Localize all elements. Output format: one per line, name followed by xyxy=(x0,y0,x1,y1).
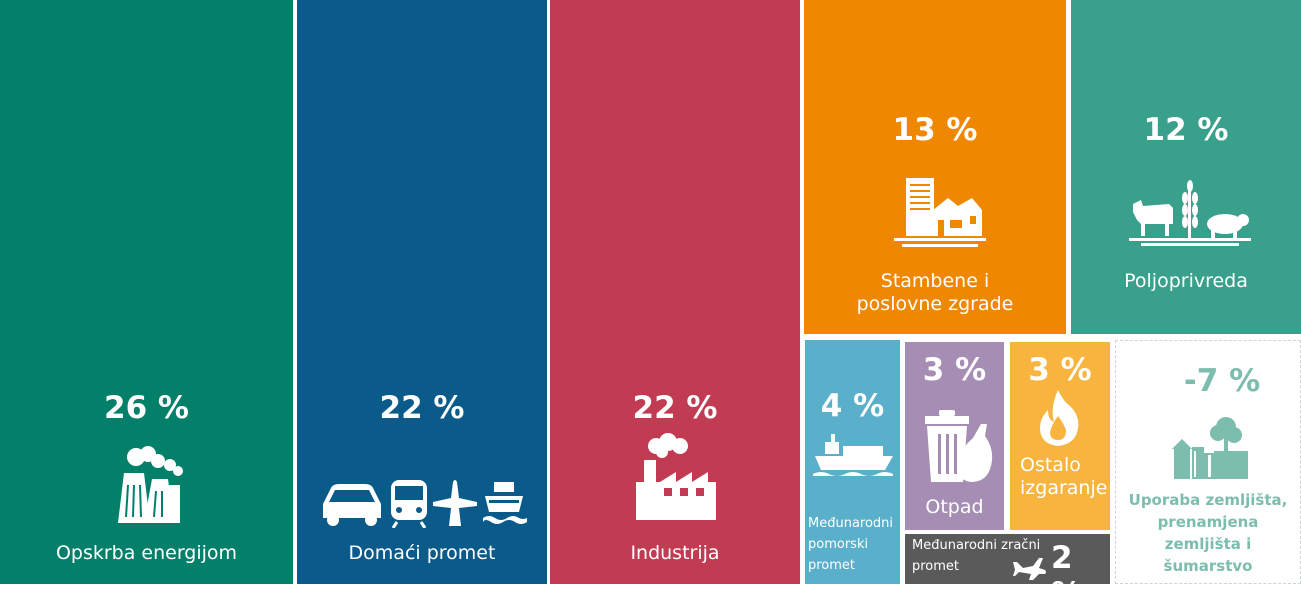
transport-label: Domaći promet xyxy=(348,542,496,564)
buildings-label-line-1: Stambene i xyxy=(880,270,990,292)
buildings-icon xyxy=(894,178,986,247)
buildings-percent: 13 % xyxy=(892,112,978,148)
transport-icons xyxy=(323,480,527,528)
agriculture-label: Poljoprivreda xyxy=(1124,270,1248,292)
energy-label: Opskrba energijom xyxy=(55,542,238,564)
combustion-label-line-2: izgaranje xyxy=(1020,477,1108,499)
landuse-label-line-3: zemljišta i xyxy=(1164,535,1252,553)
industry-percent: 22 % xyxy=(632,390,718,426)
buildings-label: Stambene i poslovne zgrade xyxy=(804,270,1066,316)
factory-icon xyxy=(636,433,716,520)
tile-buildings: 13 % Stambene i poslovne zgrade xyxy=(804,0,1066,334)
ship-icon xyxy=(813,434,893,476)
tile-agriculture: 12 % Poljoprivreda xyxy=(1071,0,1301,334)
tile-transport: 22 % Domaći promet xyxy=(297,0,547,584)
maritime-label-line-3: promet xyxy=(808,558,856,573)
tile-combustion: 3 % Ostalo izgaranje xyxy=(1010,342,1110,530)
maritime-label: Međunarodni pomorski promet xyxy=(808,513,893,576)
tile-industry: 22 % Industrija xyxy=(550,0,800,584)
landuse-label-line-2: prenamjena xyxy=(1157,513,1259,531)
power-plant-icon xyxy=(118,446,183,523)
tile-energy: 26 % Opskrba energijom xyxy=(0,0,293,584)
maritime-percent: 4 % xyxy=(820,388,885,424)
tile-aviation: Međunarodni zračni promet 2 % xyxy=(905,534,1110,612)
combustion-label-line-1: Ostalo xyxy=(1020,454,1081,476)
waste-label: Otpad xyxy=(925,496,984,518)
combustion-percent: 3 % xyxy=(1028,352,1092,388)
airplane-icon xyxy=(1013,558,1046,580)
farm-animals-icon xyxy=(1129,180,1251,246)
combustion-label: Ostalo izgaranje xyxy=(1020,454,1107,500)
waste-percent: 3 % xyxy=(922,352,987,388)
aviation-label-line-2: promet xyxy=(912,559,960,574)
tile-landuse: -7 % Uporaba zemljišta, prenamjena zemlj… xyxy=(1115,340,1301,584)
waste-bin-icon xyxy=(925,410,993,482)
transport-percent: 22 % xyxy=(379,390,465,426)
aviation-label-line-1: Međunarodni zračni xyxy=(912,538,1041,553)
buildings-label-line-2: poslovne zgrade xyxy=(856,293,1014,315)
energy-percent: 26 % xyxy=(104,390,189,426)
flame-icon xyxy=(1040,390,1079,446)
tile-waste: 3 % Otpad xyxy=(905,342,1004,530)
land-use-icon xyxy=(1172,417,1248,479)
landuse-percent: -7 % xyxy=(1183,363,1261,399)
aviation-label: Međunarodni zračni promet xyxy=(912,535,1040,577)
landuse-label: Uporaba zemljišta, prenamjena zemljišta … xyxy=(1116,489,1300,577)
agriculture-percent: 12 % xyxy=(1143,112,1229,148)
industry-label: Industrija xyxy=(630,542,720,564)
aviation-percent: 2 % xyxy=(1051,540,1083,612)
tile-maritime: 4 % Međunarodni pomorski promet xyxy=(805,340,900,584)
landuse-label-line-4: šumarstvo xyxy=(1163,557,1253,575)
maritime-label-line-2: pomorski xyxy=(808,537,869,552)
maritime-label-line-1: Međunarodni xyxy=(808,516,894,531)
landuse-label-line-1: Uporaba zemljišta, xyxy=(1128,491,1288,509)
